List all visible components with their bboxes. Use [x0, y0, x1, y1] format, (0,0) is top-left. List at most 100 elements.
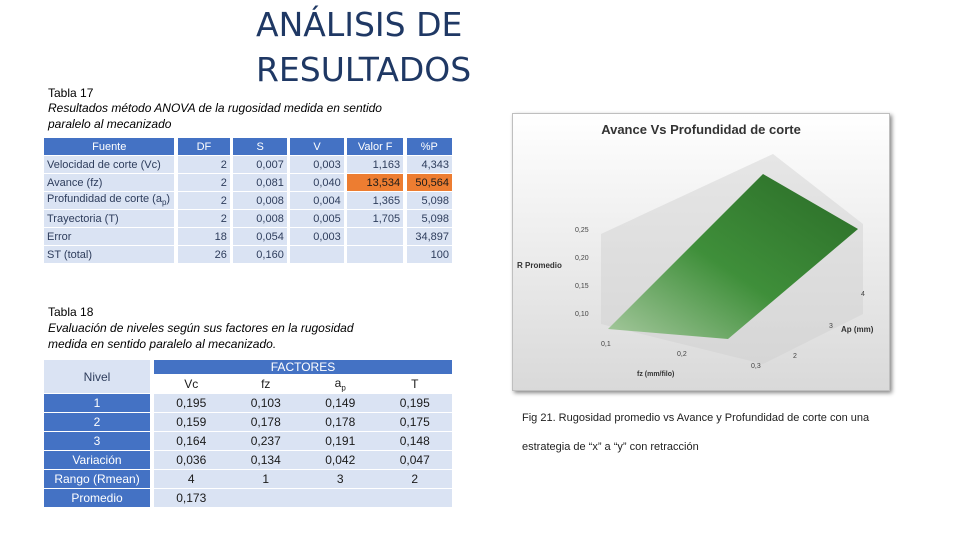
header-valor-f: Valor F [347, 138, 404, 156]
table-row: 1 0,195 0,103 0,149 0,195 [44, 393, 452, 413]
cell-fuente: Avance (fz) [44, 173, 175, 192]
table-row: Trayectoria (T) 2 0,008 0,005 1,705 5,09… [44, 209, 452, 228]
surface-chart-image: Avance Vs Profundidad de corte R Promedi… [512, 113, 890, 391]
x-tick: 0,1 [601, 341, 611, 348]
cell-fz: 0,103 [228, 393, 303, 413]
table-header-row: Nivel FACTORES [44, 360, 452, 394]
cell-vc: 0,173 [154, 488, 229, 508]
header-v: V [290, 138, 344, 156]
table-row: Variación 0,036 0,134 0,042 0,047 [44, 450, 452, 470]
cell-ap: 0,191 [303, 431, 378, 451]
z-tick: 0,10 [575, 311, 589, 318]
cell-nivel: 3 [44, 431, 150, 451]
cell-v: 0,005 [290, 209, 344, 228]
cell-s: 0,054 [233, 227, 287, 246]
y-tick: 2 [793, 353, 797, 360]
header-fz: fz [228, 374, 303, 394]
cell-s: 0,008 [233, 191, 287, 210]
header-factores: FACTORES [154, 360, 452, 375]
z-tick: 0,25 [575, 227, 589, 234]
cell-fz: 0,134 [228, 450, 303, 470]
header-fuente: Fuente [44, 138, 175, 156]
table-subheader-row: Vc fz ap T [44, 374, 452, 394]
cell-p: 5,098 [406, 209, 452, 228]
anova-table: Fuente DF S V Valor F %P Velocidad de co… [44, 138, 452, 264]
table-row: ST (total) 26 0,160 100 [44, 245, 452, 264]
cell-v: 0,003 [290, 227, 344, 246]
table17-caption: Resultados método ANOVA de la rugosidad … [48, 101, 382, 131]
cell-df: 26 [178, 245, 230, 264]
cell-ap: 0,042 [303, 450, 378, 470]
table18-label: Tabla 18 [48, 305, 94, 319]
cell-p: 4,343 [406, 155, 452, 174]
table-row: 2 0,159 0,178 0,178 0,175 [44, 412, 452, 432]
cell-vc: 0,036 [154, 450, 229, 470]
cell-f: 1,163 [347, 155, 404, 174]
cell-t: 0,148 [377, 431, 452, 451]
z-tick: 0,15 [575, 283, 589, 290]
cell-fuente: Trayectoria (T) [44, 209, 175, 228]
z-tick: 0,20 [575, 255, 589, 262]
cell-df: 2 [178, 209, 230, 228]
cell-p-highlight: 50,564 [406, 173, 452, 192]
cell-s: 0,081 [233, 173, 287, 192]
cell-v: 0,040 [290, 173, 344, 192]
cell-nivel: Variación [44, 450, 150, 470]
cell-nivel: 1 [44, 393, 150, 413]
table-row: Avance (fz) 2 0,081 0,040 13,534 50,564 [44, 173, 452, 192]
cell-f-highlight: 13,534 [347, 173, 404, 192]
cell-ap [303, 488, 378, 508]
cell-nivel: Rango (Rmean) [44, 469, 150, 489]
cell-ap: 0,149 [303, 393, 378, 413]
header-p: %P [406, 138, 452, 156]
cell-f: 1,705 [347, 209, 404, 228]
cell-vc: 0,195 [154, 393, 229, 413]
cell-s: 0,007 [233, 155, 287, 174]
cell-fz [228, 488, 303, 508]
cell-df: 2 [178, 173, 230, 192]
y-axis-label: Ap (mm) [841, 325, 874, 334]
cell-nivel: 2 [44, 412, 150, 432]
figure-caption: Fig 21. Rugosidad promedio vs Avance y P… [522, 412, 870, 453]
y-tick: 3 [829, 323, 833, 330]
table-row: Rango (Rmean) 4 1 3 2 [44, 469, 452, 489]
cell-vc: 0,159 [154, 412, 229, 432]
levels-table: Nivel FACTORES Vc fz ap T 1 0,195 0,103 … [44, 360, 452, 508]
cell-nivel: Promedio [44, 488, 150, 508]
cell-v: 0,004 [290, 191, 344, 210]
header-t: T [377, 374, 452, 394]
cell-t: 0,195 [377, 393, 452, 413]
header-nivel: Nivel [44, 360, 150, 394]
y-tick: 4 [861, 291, 865, 298]
cell-v: 0,003 [290, 155, 344, 174]
table-row: Velocidad de corte (Vc) 2 0,007 0,003 1,… [44, 155, 452, 174]
cell-f: 1,365 [347, 191, 404, 210]
cell-fuente: Velocidad de corte (Vc) [44, 155, 175, 174]
cell-fz: 0,178 [228, 412, 303, 432]
cell-fuente: ST (total) [44, 245, 175, 264]
x-tick: 0,2 [677, 351, 687, 358]
cell-t: 0,047 [377, 450, 452, 470]
header-df: DF [178, 138, 230, 156]
cell-t: 2 [377, 469, 452, 489]
surface-plot: Avance Vs Profundidad de corte R Promedi… [513, 114, 889, 390]
cell-fuente: Error [44, 227, 175, 246]
header-ap: ap [303, 374, 378, 394]
x-axis-label: fz (mm/filo) [637, 371, 674, 378]
cell-ap: 0,178 [303, 412, 378, 432]
table-row: Profundidad de corte (ap) 2 0,008 0,004 … [44, 191, 452, 210]
cell-s: 0,008 [233, 209, 287, 228]
table17-label: Tabla 17 [48, 86, 94, 100]
table-row: 3 0,164 0,237 0,191 0,148 [44, 431, 452, 451]
cell-p: 100 [406, 245, 452, 264]
cell-fz: 0,237 [228, 431, 303, 451]
chart-title: Avance Vs Profundidad de corte [601, 122, 801, 137]
cell-df: 18 [178, 227, 230, 246]
cell-vc: 0,164 [154, 431, 229, 451]
x-tick: 0,3 [751, 363, 761, 370]
cell-ap: 3 [303, 469, 378, 489]
cell-vc: 4 [154, 469, 229, 489]
table-row: Promedio 0,173 [44, 488, 452, 508]
cell-df: 2 [178, 191, 230, 210]
cell-p: 34,897 [406, 227, 452, 246]
